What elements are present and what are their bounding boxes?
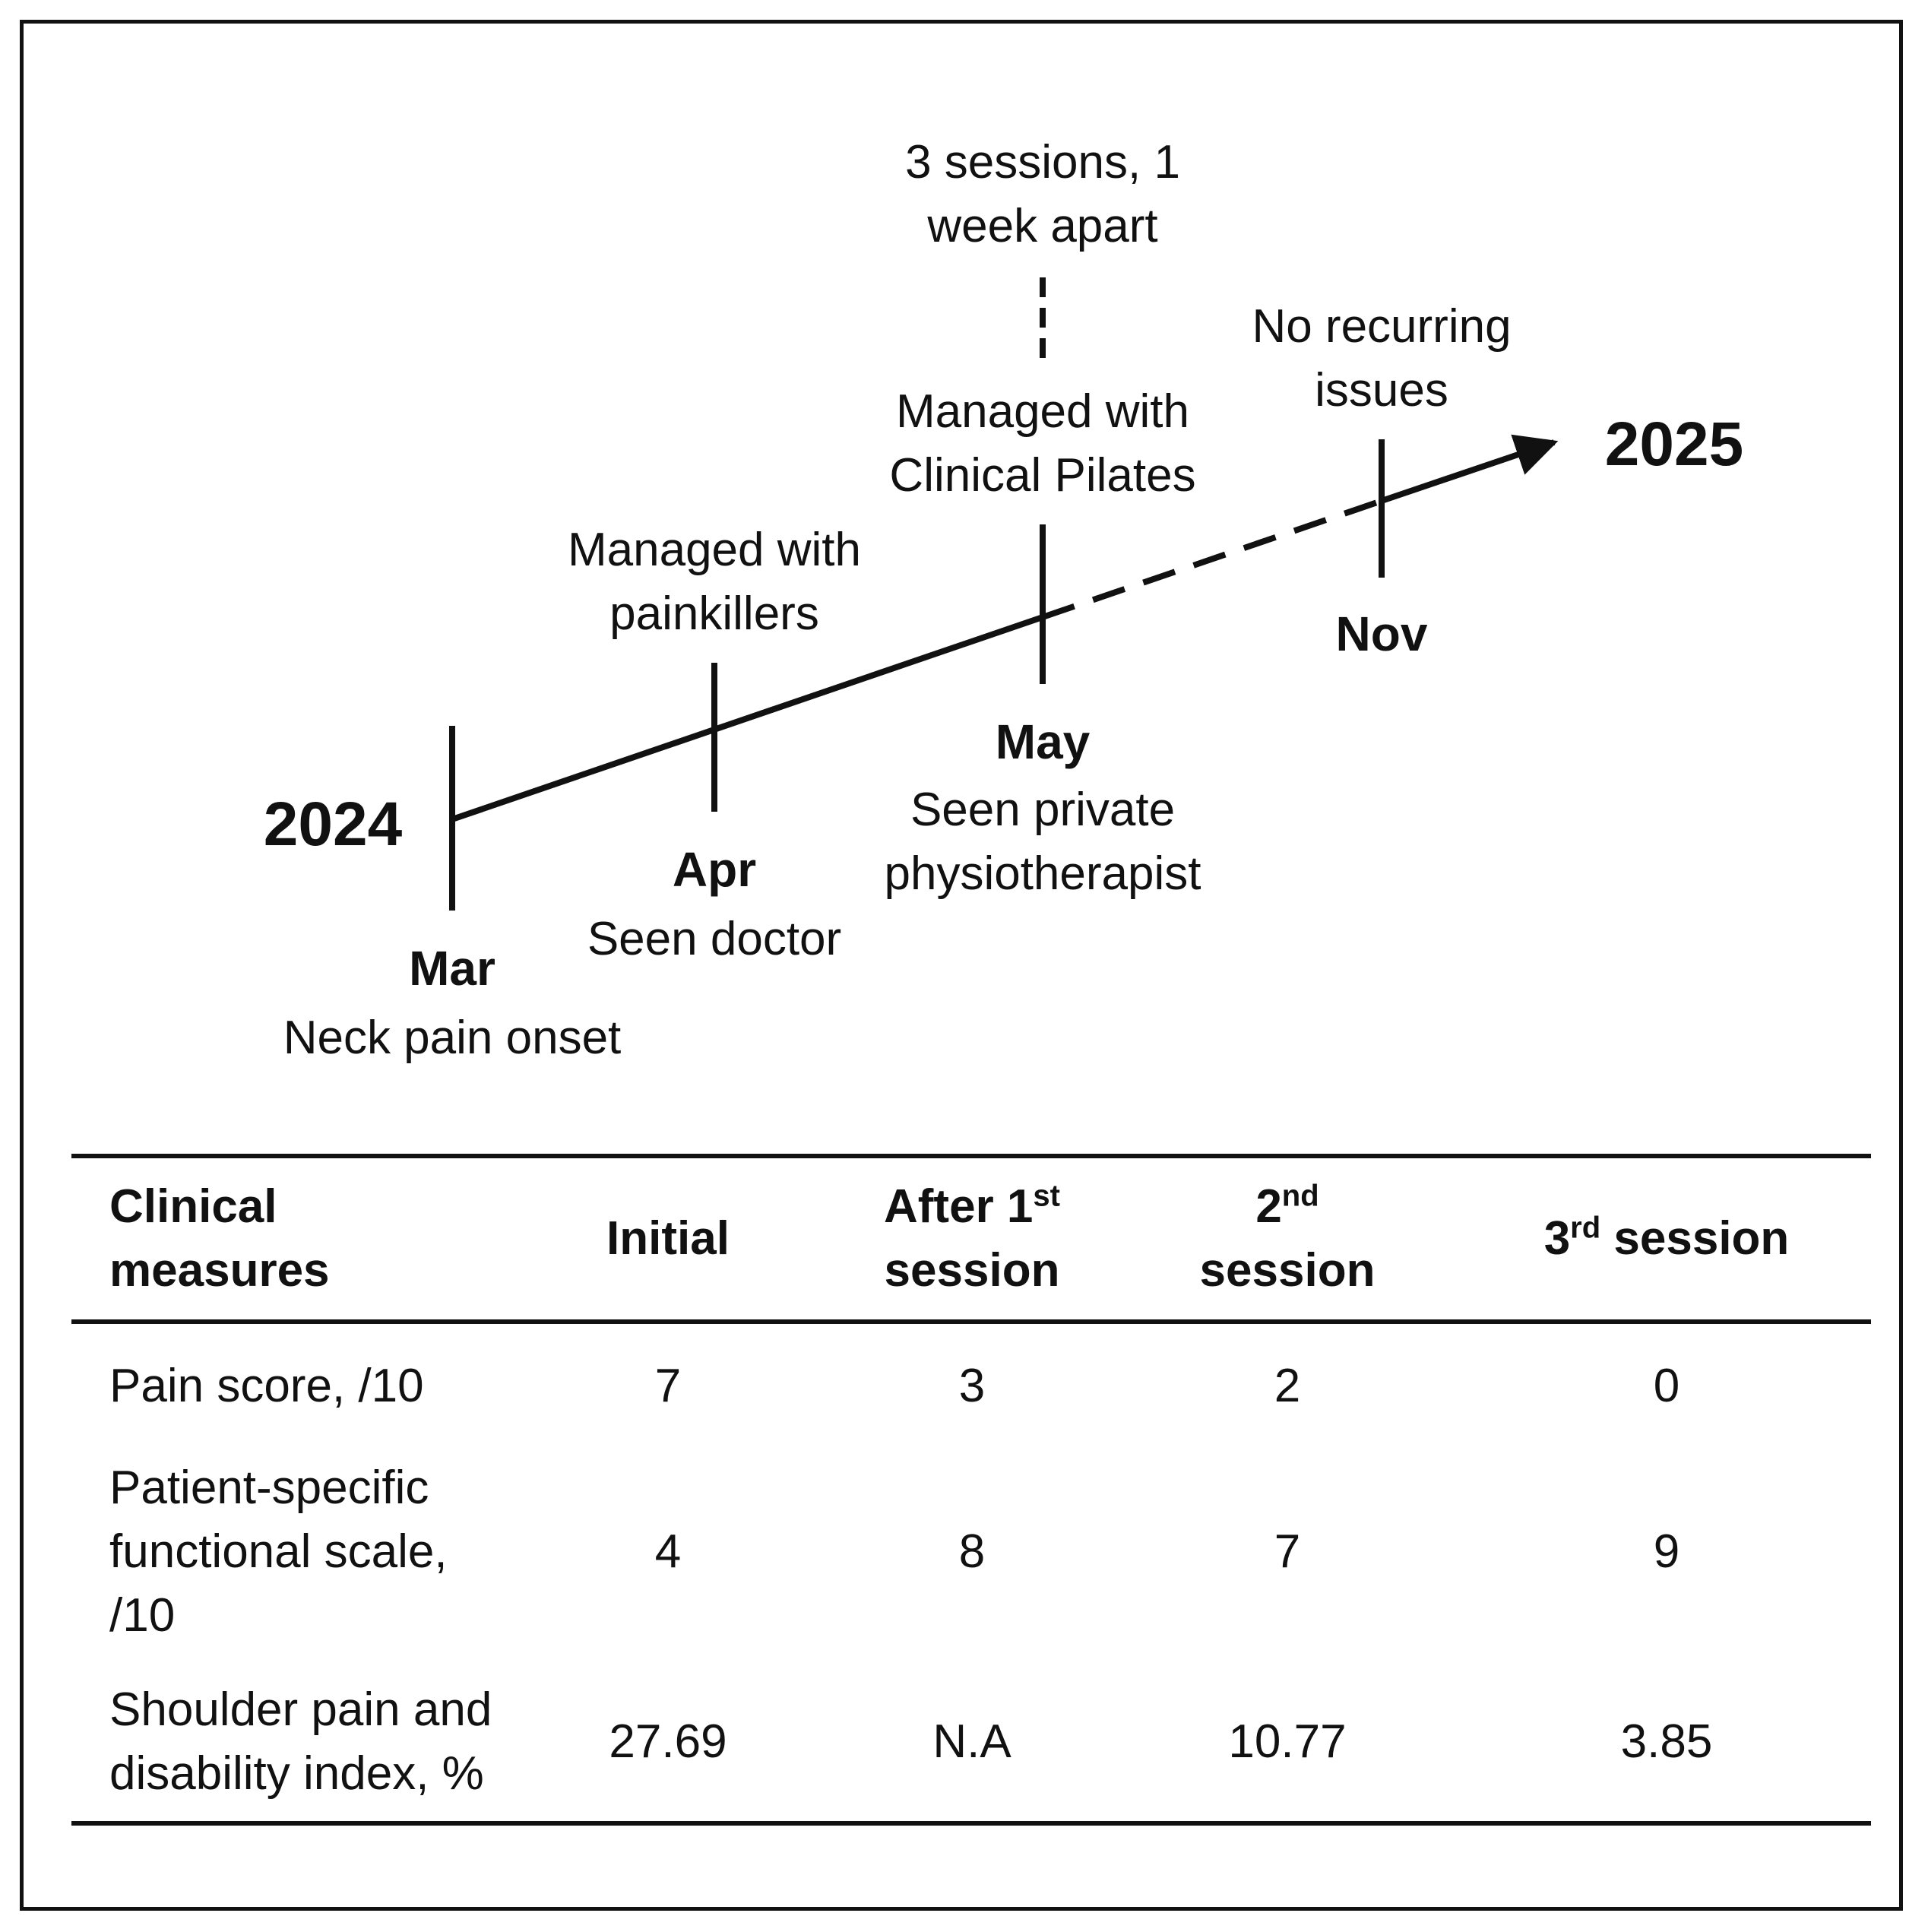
may-note-line-2: Clinical Pilates	[889, 449, 1195, 502]
may-description-line-1: Seen private	[910, 784, 1175, 836]
apr-description: Seen doctor	[587, 913, 841, 965]
header-3rd-session: 3rd session	[1543, 1211, 1790, 1265]
table-cell: 2	[1274, 1360, 1301, 1412]
table-cell: 7	[1274, 1525, 1301, 1578]
table-header-row: Clinical measures Initial After 1st sess…	[71, 1156, 1871, 1322]
row-label-spadi: Shoulder pain and disability index, %	[109, 1683, 492, 1800]
header-2nd-session: 2nd session	[1199, 1179, 1376, 1297]
table-cell: 8	[958, 1525, 986, 1578]
header-after-1st-session: After 1st session	[884, 1179, 1060, 1297]
apr-note-line-2: painkillers	[609, 588, 819, 640]
table-cell: 27.69	[609, 1715, 727, 1768]
timeline-arrow	[1380, 434, 1559, 504]
table-row: Patient-specific functional scale, /10 4…	[71, 1441, 1871, 1663]
month-mar: Mar	[409, 941, 495, 996]
month-apr: Apr	[673, 842, 756, 897]
start-year: 2024	[264, 790, 403, 859]
may-detail-line-2: week apart	[926, 200, 1157, 252]
row-label-pain-score: Pain score, /10	[109, 1360, 424, 1412]
table-cell: 3	[958, 1360, 986, 1412]
timeline-dashed-line	[1041, 498, 1383, 620]
figure-border	[20, 20, 1903, 1911]
apr-note-line-1: Managed with	[568, 524, 861, 576]
header-clinical-measures: Clinical measures	[109, 1180, 330, 1297]
nov-note-line-1: No recurring	[1252, 300, 1511, 353]
row-label-psfs: Patient-specific functional scale, /10	[109, 1462, 448, 1642]
end-year: 2025	[1605, 410, 1743, 479]
clinical-measures-table: Clinical measures Initial After 1st sess…	[71, 1154, 1871, 1826]
table-cell: 4	[654, 1525, 682, 1578]
table-cell: 9	[1653, 1525, 1680, 1578]
month-nov: Nov	[1336, 607, 1428, 661]
table-row: Shoulder pain and disability index, % 27…	[71, 1663, 1871, 1823]
table-cell: 3.85	[1620, 1715, 1713, 1768]
table-cell: N.A	[932, 1715, 1011, 1768]
may-note-line-1: Managed with	[896, 385, 1189, 438]
table-row: Pain score, /10 7 3 2 0	[71, 1322, 1871, 1441]
header-initial: Initial	[606, 1212, 730, 1265]
timeline-solid-line	[451, 614, 1044, 822]
may-detail-line-1: 3 sessions, 1	[905, 136, 1180, 188]
nov-note-line-2: issues	[1315, 364, 1448, 416]
mar-description: Neck pain onset	[283, 1012, 622, 1064]
table-cell: 0	[1653, 1360, 1680, 1412]
may-description-line-2: physiotherapist	[884, 847, 1201, 900]
timeline-diagram: 2024 2025 Mar Neck pain onset Managed wi…	[264, 136, 1743, 1064]
table-cell: 7	[654, 1360, 682, 1412]
month-may: May	[996, 714, 1091, 769]
table-cell: 10.77	[1228, 1715, 1347, 1768]
